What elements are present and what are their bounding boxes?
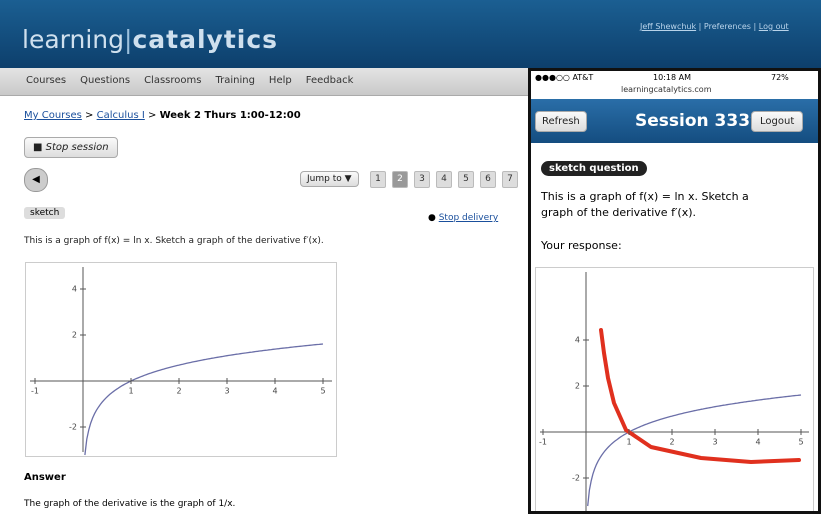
- y-tick-label: -2: [69, 423, 77, 432]
- jump-to-button[interactable]: Jump to ▼: [300, 171, 359, 187]
- logo-left: learning: [22, 25, 124, 54]
- page-number[interactable]: 3: [414, 171, 430, 188]
- x-tick-label: 1: [128, 387, 133, 396]
- x-tick-label: 1: [626, 438, 631, 447]
- response-label: Your response:: [541, 239, 622, 252]
- answer-text: The graph of the derivative is the graph…: [24, 499, 235, 509]
- breadcrumb-link[interactable]: My Courses: [24, 110, 82, 121]
- stop-delivery[interactable]: ● Stop delivery: [428, 213, 498, 223]
- x-tick-label: 2: [176, 387, 181, 396]
- nav-item[interactable]: Courses: [26, 75, 66, 86]
- user-name[interactable]: Jeff Shewchuk: [640, 22, 696, 31]
- y-tick-label: 2: [72, 331, 77, 340]
- refresh-button[interactable]: Refresh: [535, 111, 587, 132]
- jump-to-label: Jump to ▼: [307, 174, 352, 184]
- x-tick-label: -1: [31, 387, 39, 396]
- x-tick-label: -1: [539, 438, 547, 447]
- page-number[interactable]: 7: [502, 171, 518, 188]
- y-tick-label: 4: [575, 336, 580, 345]
- phone-question-text: This is a graph of f(x) = ln x. Sketch a…: [541, 189, 781, 221]
- x-tick-label: 5: [798, 438, 803, 447]
- logout-button[interactable]: Logout: [751, 111, 803, 132]
- breadcrumb: My Courses > Calculus I > Week 2 Thurs 1…: [24, 110, 301, 121]
- nav-item[interactable]: Questions: [80, 75, 130, 86]
- phone-badge: sketch question: [541, 161, 647, 176]
- page-number[interactable]: 4: [436, 171, 452, 188]
- ln-curve: [85, 344, 323, 455]
- page-number[interactable]: 2: [392, 171, 408, 188]
- nav-item[interactable]: Feedback: [306, 75, 354, 86]
- breadcrumb-link[interactable]: Calculus I: [97, 110, 145, 121]
- user-links: Jeff Shewchuk | Preferences | Log out: [640, 22, 789, 31]
- sketch-area[interactable]: -1 1 2 3 4 5 4 2 -2: [535, 267, 814, 514]
- battery: 72%: [771, 73, 789, 82]
- time: 10:18 AM: [653, 73, 691, 82]
- x-tick-label: 4: [755, 438, 760, 447]
- y-tick-label: 2: [575, 382, 580, 391]
- x-tick-label: 5: [320, 387, 325, 396]
- x-tick-label: 3: [224, 387, 229, 396]
- nav-item[interactable]: Training: [215, 75, 254, 86]
- answer-heading: Answer: [24, 472, 66, 483]
- stop-delivery-link[interactable]: Stop delivery: [439, 213, 498, 223]
- desktop-graph: -1 1 2 3 4 5 4 2 -2: [25, 262, 337, 457]
- badge-label: sketch: [30, 208, 59, 218]
- stop-session-label: Stop session: [46, 142, 109, 153]
- back-button[interactable]: ◀: [24, 168, 48, 192]
- y-tick-label: -2: [572, 474, 580, 483]
- page-number[interactable]: 1: [370, 171, 386, 188]
- header: learning|catalytics Jeff Shewchuk | Pref…: [0, 0, 821, 68]
- y-tick-label: 4: [72, 285, 77, 294]
- logo[interactable]: learning|catalytics: [22, 25, 278, 54]
- carrier: ●●●○○ AT&T: [535, 73, 593, 82]
- page: learning|catalytics Jeff Shewchuk | Pref…: [0, 0, 821, 526]
- session-title: Session 3339: [635, 111, 762, 131]
- page-number[interactable]: 5: [458, 171, 474, 188]
- preferences-link[interactable]: Preferences: [704, 22, 751, 31]
- x-tick-label: 2: [669, 438, 674, 447]
- x-tick-label: 4: [272, 387, 277, 396]
- breadcrumb-separator: >: [85, 110, 93, 121]
- nav-item[interactable]: Classrooms: [144, 75, 201, 86]
- page-number[interactable]: 6: [480, 171, 496, 188]
- breadcrumb-separator: >: [148, 110, 156, 121]
- phone-screen: ●●●○○ AT&T 10:18 AM 72% learningcatalyti…: [528, 68, 821, 514]
- logo-right: catalytics: [132, 25, 278, 54]
- x-tick-label: 3: [712, 438, 717, 447]
- question-badge: sketch: [24, 207, 65, 219]
- logout-link[interactable]: Log out: [759, 22, 789, 31]
- nav-item[interactable]: Help: [269, 75, 292, 86]
- url: learningcatalytics.com: [621, 85, 712, 94]
- breadcrumb-current: Week 2 Thurs 1:00-12:00: [160, 110, 301, 121]
- stop-session-button[interactable]: ■ Stop session: [24, 137, 118, 158]
- question-text: This is a graph of f(x) = ln x. Sketch a…: [24, 236, 324, 246]
